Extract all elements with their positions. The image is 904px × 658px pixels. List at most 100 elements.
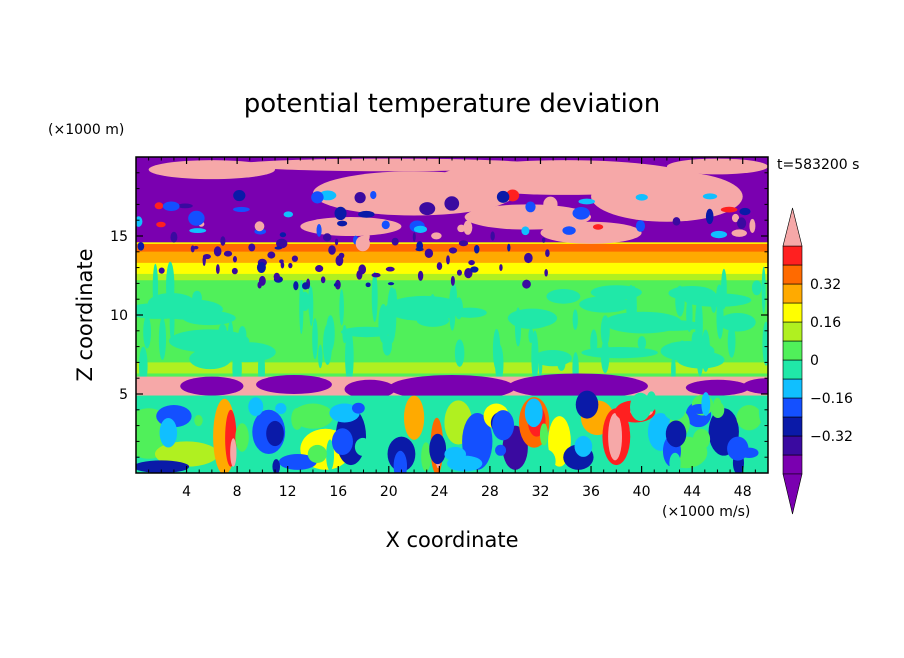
patch-teal (579, 296, 631, 313)
y-tick-label: 5 (119, 387, 128, 403)
streak-teal (492, 328, 501, 370)
upper-speckle (731, 213, 740, 223)
x-tick-label: 12 (279, 484, 297, 500)
upper-speckle (613, 227, 626, 235)
lower-speckle (421, 442, 431, 472)
lower-eddy (403, 395, 425, 440)
upper-speckle (431, 232, 442, 240)
patch-teal (719, 312, 756, 332)
mid-speckle (371, 272, 381, 278)
mid-speckle (391, 237, 399, 246)
mid-speckle (365, 282, 371, 288)
streak-teal (138, 346, 148, 386)
mid-speckle (158, 267, 165, 274)
mid-speckle (274, 246, 283, 250)
upper-speckle (635, 194, 648, 201)
upper-speckle (578, 198, 596, 205)
mid-speckle (279, 232, 287, 238)
mid-speckle (387, 282, 395, 286)
lower-speckle (524, 398, 543, 428)
upper-speckle (562, 226, 576, 235)
mid-speckle (417, 270, 424, 281)
mid-speckle (193, 245, 199, 250)
patch-teal (340, 326, 393, 338)
mid-speckle (334, 238, 339, 246)
lower-speckle (492, 410, 515, 441)
y-tick-label: 15 (110, 229, 128, 245)
colorbar-box (782, 302, 803, 323)
streak-teal (339, 289, 344, 326)
mid-speckle (248, 243, 256, 252)
upper-speckle (710, 230, 728, 239)
patch-teal (533, 349, 572, 367)
colorbar-extend-high (782, 207, 803, 247)
mid-speckle (448, 247, 458, 254)
lower-speckle (711, 401, 725, 419)
x-unit-label: (×1000 m/s) (662, 504, 750, 520)
lower-eddy (266, 420, 284, 447)
lower-eddy (608, 412, 623, 461)
x-tick-label: 8 (233, 484, 242, 500)
colorbar-tick-label: 0 (810, 353, 819, 369)
upper-speckle (444, 196, 460, 211)
time-label: t=583200 s (777, 157, 859, 173)
mid-speckle (213, 246, 222, 257)
lower-eddy (462, 412, 493, 470)
mid-speckle (456, 269, 462, 276)
band-lime-low (136, 362, 768, 374)
x-tick-label: 24 (430, 484, 448, 500)
patch-teal (147, 292, 196, 314)
streak-teal (312, 318, 318, 360)
lower-speckle (665, 420, 687, 448)
streak-teal (528, 328, 534, 344)
mid-speckle (524, 252, 533, 264)
contour-field (136, 157, 768, 473)
mid-speckle (315, 265, 324, 273)
boundary-dome (388, 375, 516, 401)
colorbar-box (782, 321, 803, 342)
lower-speckle (159, 417, 178, 448)
patch-teal (581, 346, 658, 359)
upper-speckle (521, 226, 530, 236)
mid-speckle (436, 262, 443, 271)
upper-speckle (354, 192, 366, 204)
upper-speckle (337, 220, 348, 227)
colorbar-extend-low (782, 473, 803, 515)
streak-teal (751, 280, 762, 296)
mid-speckle (202, 255, 206, 267)
mid-speckle (541, 237, 546, 243)
mid-speckle (232, 256, 237, 263)
lower-speckle (692, 428, 711, 450)
x-axis-label: X coordinate (385, 528, 518, 552)
upper-speckle (156, 221, 166, 228)
upper-speckle (717, 187, 731, 204)
upper-speckle (391, 187, 408, 201)
streak-teal (454, 339, 465, 367)
y-tick-label: 10 (110, 308, 128, 324)
upper-speckle (705, 208, 714, 225)
colorbar-box (782, 416, 803, 437)
mid-speckle (545, 249, 550, 258)
lower-speckle (530, 453, 551, 473)
lower-speckle (758, 399, 767, 424)
streak-teal (143, 315, 152, 349)
mid-speckle (450, 275, 455, 286)
upper-speckle (419, 202, 436, 216)
mid-speckle (256, 262, 266, 274)
colorbar-tick-label: 0.32 (810, 277, 841, 293)
mid-speckle (544, 268, 548, 277)
mid-speckle (170, 231, 178, 243)
boundary-dome (180, 376, 244, 396)
mid-speckle (273, 272, 280, 281)
x-tick-label: 16 (329, 484, 347, 500)
mid-speckle (335, 255, 344, 267)
lower-speckle (444, 446, 467, 462)
patch-teal (684, 293, 752, 307)
mid-speckle (279, 259, 284, 264)
lower-eddy (292, 403, 334, 429)
lower-speckle (194, 414, 203, 427)
mid-speckle (507, 243, 511, 252)
lower-speckle (629, 423, 647, 437)
patch-teal (168, 329, 250, 353)
